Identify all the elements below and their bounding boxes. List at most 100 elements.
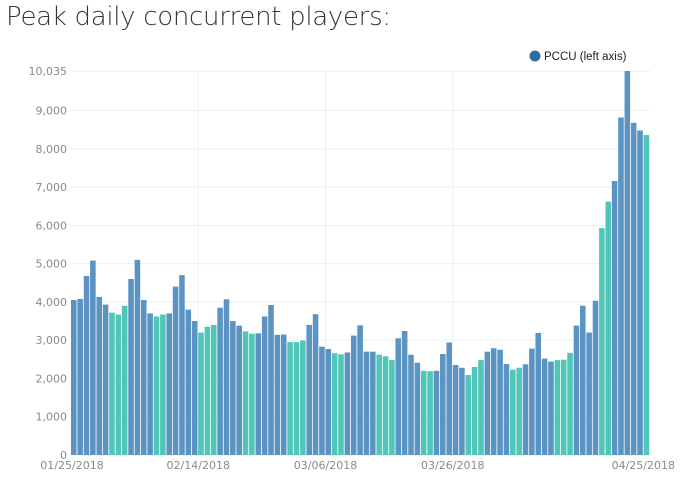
bar	[440, 353, 446, 455]
bar	[567, 352, 573, 455]
bar	[471, 366, 478, 455]
y-tick-label: 5,000	[36, 258, 68, 271]
bar	[77, 298, 83, 455]
bar	[319, 346, 325, 455]
y-axis-labels: 0 1,000 2,000 3,000 4,000 5,000 6,000 7,000 8,00…	[29, 65, 68, 462]
legend: PCCU (left axis)	[529, 50, 627, 63]
bar	[618, 117, 624, 456]
bar	[560, 359, 567, 455]
bar	[331, 353, 338, 455]
bar	[312, 314, 319, 455]
y-tick-label: 3,000	[36, 334, 68, 347]
bar	[255, 333, 262, 455]
bar	[586, 332, 592, 455]
bar	[338, 354, 344, 455]
bar	[605, 201, 612, 455]
bar	[548, 361, 554, 455]
bar	[350, 335, 357, 455]
x-tick-label: 04/25/2018	[612, 459, 675, 472]
bar	[624, 71, 631, 455]
bar	[287, 342, 293, 455]
bar	[452, 365, 459, 455]
bar	[140, 300, 147, 455]
bar	[420, 370, 427, 455]
bar	[128, 278, 134, 455]
bar	[166, 313, 172, 455]
bar	[408, 354, 414, 455]
bar	[554, 360, 561, 455]
bar	[510, 369, 516, 455]
bar	[580, 305, 586, 455]
bar	[573, 325, 580, 455]
bar	[446, 342, 452, 455]
bar	[478, 360, 484, 455]
bar	[459, 367, 465, 455]
bar	[541, 358, 548, 455]
bar	[516, 367, 522, 455]
chart-title: Peak daily concurrent players:	[6, 2, 391, 32]
bar	[242, 331, 249, 455]
bar	[172, 286, 179, 455]
bar	[630, 122, 637, 455]
bar	[643, 135, 650, 455]
bar	[376, 354, 382, 455]
bar	[198, 332, 204, 455]
y-tick-label: 1,000	[36, 411, 68, 424]
bar	[261, 316, 268, 455]
bar	[637, 130, 643, 455]
y-tick-label: 10,035	[29, 65, 68, 78]
bar	[293, 342, 300, 455]
bar	[497, 349, 503, 455]
bar	[147, 313, 153, 455]
bar	[382, 356, 389, 455]
y-tick-label: 4,000	[36, 296, 68, 309]
bar	[395, 338, 402, 455]
bar	[389, 360, 395, 455]
bar	[325, 349, 332, 455]
bar	[357, 325, 363, 455]
bar	[236, 325, 242, 455]
bar	[160, 314, 166, 455]
bar	[210, 324, 217, 455]
bar	[191, 321, 198, 455]
y-tick-label: 8,000	[36, 143, 68, 156]
bar	[427, 371, 433, 455]
bar	[280, 334, 287, 455]
bar	[96, 296, 103, 455]
bar	[484, 351, 491, 455]
bar	[522, 364, 529, 455]
bar	[529, 348, 535, 455]
y-tick-label: 2,000	[36, 372, 68, 385]
bar	[611, 181, 618, 455]
x-tick-label: 02/14/2018	[167, 459, 230, 472]
bars	[71, 71, 650, 456]
bar	[300, 340, 306, 455]
legend-label: PCCU (left axis)	[544, 51, 627, 63]
bar	[71, 300, 77, 455]
y-tick-label: 9,000	[36, 105, 68, 118]
bar	[109, 312, 115, 455]
bar	[134, 259, 141, 455]
bar	[465, 375, 472, 455]
bar	[401, 331, 408, 455]
bar	[102, 304, 109, 455]
x-tick-label: 03/26/2018	[421, 459, 484, 472]
bar	[223, 299, 230, 455]
legend-marker	[529, 50, 541, 62]
bar	[370, 351, 376, 455]
bar	[414, 362, 421, 455]
bar	[115, 314, 122, 455]
x-tick-label: 03/06/2018	[294, 459, 357, 472]
bar	[217, 307, 223, 455]
bar	[179, 275, 185, 455]
x-axis-labels: 01/25/2018 02/14/2018 03/06/2018 03/26/2018…	[40, 459, 675, 472]
bar	[204, 326, 211, 455]
y-tick-label: 7,000	[36, 181, 68, 194]
bar	[344, 352, 351, 455]
bar	[592, 300, 599, 455]
bar	[268, 305, 274, 455]
bar	[363, 351, 370, 455]
bar	[83, 275, 90, 455]
bar	[121, 305, 128, 455]
